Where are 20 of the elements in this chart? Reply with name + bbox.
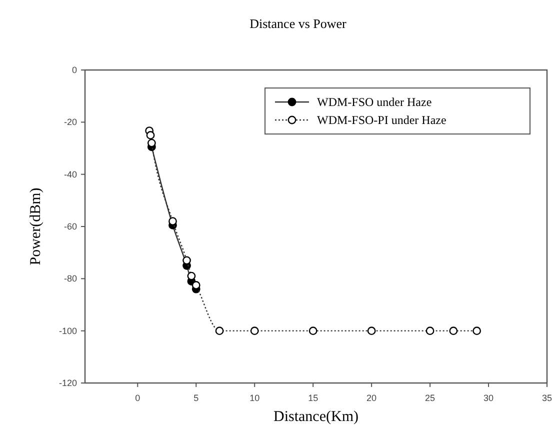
x-tick-label: 5 <box>194 393 199 403</box>
x-tick-label: 30 <box>484 393 494 403</box>
x-tick-label: 20 <box>366 393 377 403</box>
x-axis-title: Distance(Km) <box>274 409 358 425</box>
y-tick-label: -120 <box>58 378 77 388</box>
y-tick-label: -100 <box>58 326 77 336</box>
x-tick-label: 10 <box>250 393 260 403</box>
legend-label: WDM-FSO under Haze <box>317 95 432 109</box>
y-axis-title: Power(dBm) <box>28 188 44 266</box>
x-tick-label: 15 <box>308 393 318 403</box>
x-tick-label: 25 <box>425 393 436 403</box>
x-tick-label: 35 <box>542 393 552 403</box>
y-tick-label: -80 <box>64 274 77 284</box>
y-tick-label: -20 <box>64 117 77 128</box>
chart-title: Distance vs Power <box>250 16 348 31</box>
x-tick-label: 0 <box>135 393 140 403</box>
y-tick-label: -60 <box>64 222 77 232</box>
y-tick-label: 0 <box>72 65 77 75</box>
y-tick-label: -40 <box>64 169 77 180</box>
legend-label: WDM-FSO-PI under Haze <box>317 113 446 127</box>
